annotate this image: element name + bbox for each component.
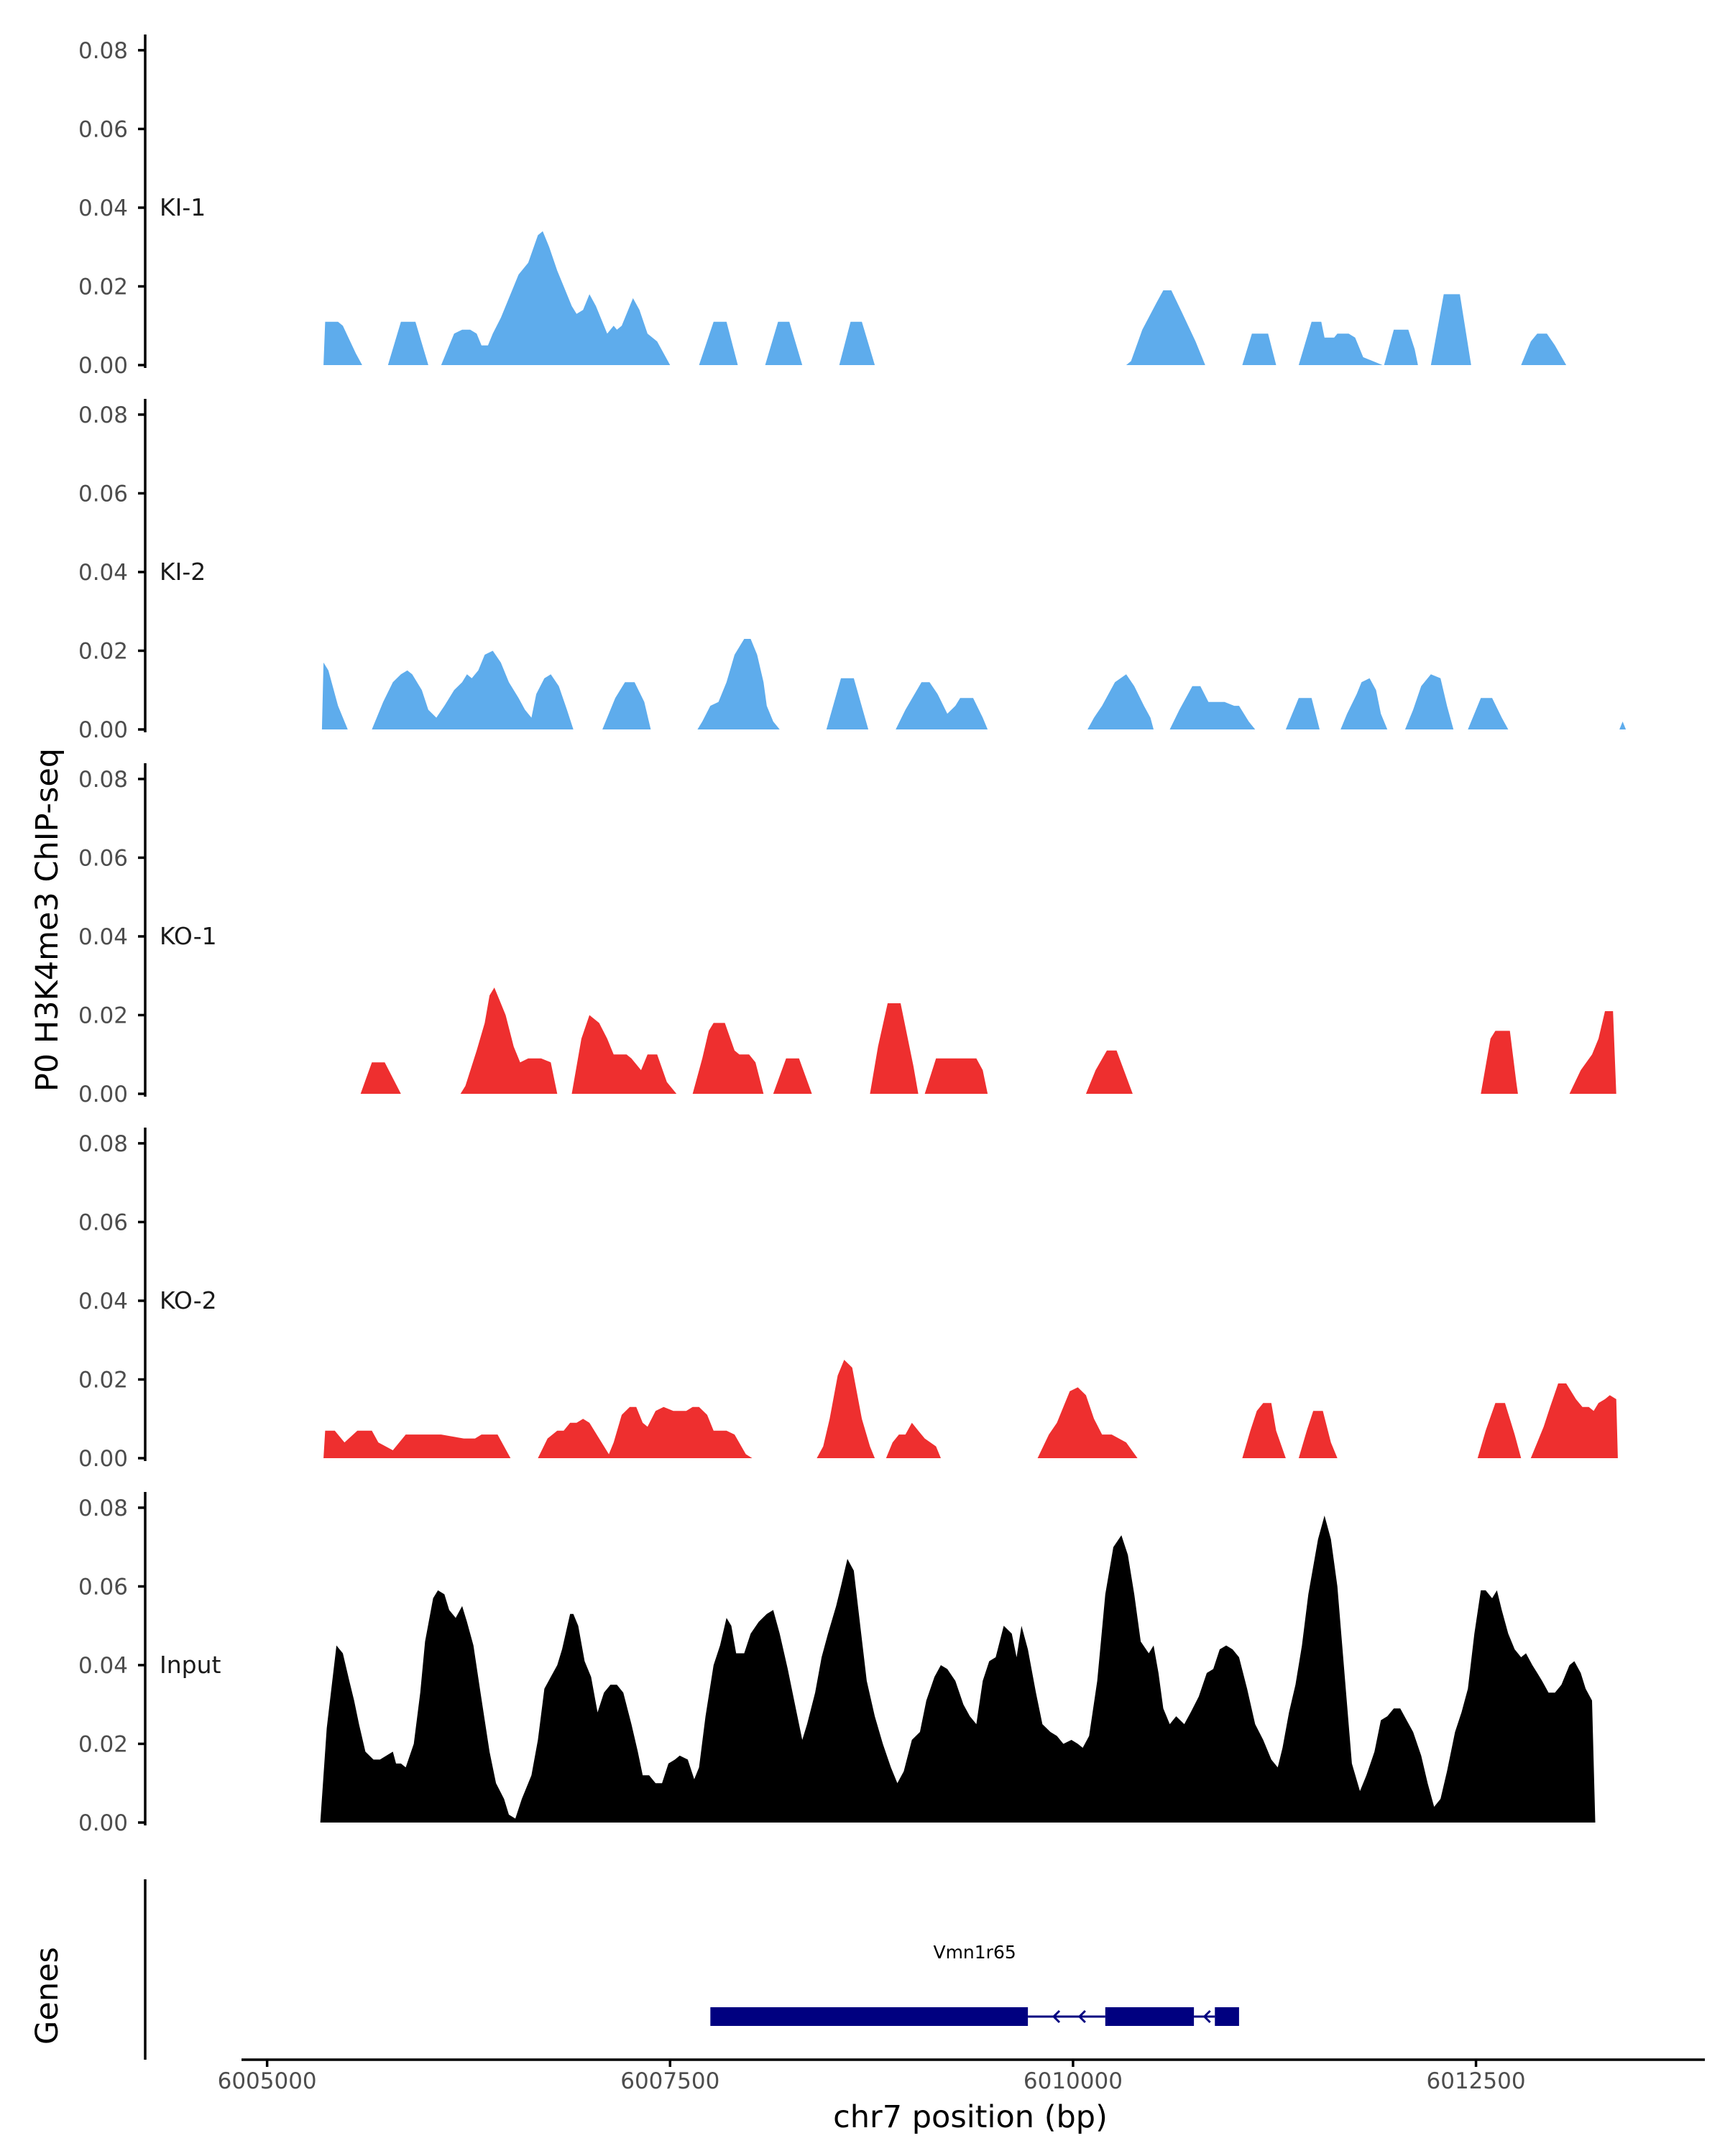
- x-tick-label: 6010000: [1024, 2068, 1123, 2094]
- track-ki-1: 0.00 0.02 0.04 0.06 0.08 KI-1: [78, 34, 1567, 379]
- y-tick-label: 0.08: [78, 1131, 128, 1157]
- coverage-area-input: [320, 1515, 1596, 1823]
- y-tick-label: 0.02: [78, 1003, 128, 1028]
- track-ko-2: 0.00 0.02 0.04 0.06 0.08 KO-2: [78, 1128, 1618, 1472]
- x-axis: 6005000 6007500 6010000 6012500: [218, 2058, 1705, 2094]
- track-label: Input: [160, 1651, 221, 1679]
- y-tick-label: 0.00: [78, 1082, 128, 1107]
- y-tick-label: 0.08: [78, 1496, 128, 1521]
- track-label: KO-2: [160, 1286, 217, 1314]
- gene-name-label: Vmn1r65: [933, 1942, 1016, 1963]
- track-label: KI-2: [160, 558, 206, 586]
- strand-arrow: [1052, 2009, 1061, 2024]
- gene-exon: [710, 2007, 1029, 2026]
- track-label: KI-1: [160, 193, 206, 221]
- y-tick-label: 0.08: [78, 767, 128, 793]
- x-tick-label: 6007500: [620, 2068, 719, 2094]
- strand-arrow: [1077, 2009, 1086, 2024]
- y-tick-label: 0.08: [78, 402, 128, 428]
- gene-panel: Vmn1r65: [144, 1879, 1239, 2060]
- y-tick-label: 0.06: [78, 845, 128, 871]
- y-axis-title: P0 H3K4me3 ChIP-seq: [29, 748, 65, 1092]
- y-tick-label: 0.04: [78, 924, 128, 950]
- y-tick-label: 0.06: [78, 1574, 128, 1600]
- y-tick-label: 0.00: [78, 717, 128, 743]
- coverage-area-ko-1: [360, 987, 1616, 1094]
- x-tick-label: 6012500: [1427, 2068, 1526, 2094]
- coverage-area-ki-2: [321, 639, 1627, 729]
- track-ki-2: 0.00 0.02 0.04 0.06 0.08 KI-2: [78, 399, 1627, 743]
- coverage-area-ko-2: [323, 1360, 1618, 1458]
- gene-exon: [1215, 2007, 1239, 2026]
- genes-axis-title: Genes: [29, 1947, 65, 2045]
- y-tick-label: 0.02: [78, 1367, 128, 1393]
- track-label: KO-1: [160, 922, 217, 950]
- gene-exon: [1105, 2007, 1195, 2026]
- y-tick-label: 0.00: [78, 1810, 128, 1836]
- y-tick-label: 0.00: [78, 1446, 128, 1472]
- y-tick-label: 0.06: [78, 1210, 128, 1235]
- y-tick-label: 0.06: [78, 116, 128, 142]
- track-ko-1: 0.00 0.02 0.04 0.06 0.08 KO-1: [78, 763, 1616, 1107]
- strand-arrow: [1202, 2009, 1211, 2024]
- y-tick-label: 0.02: [78, 1731, 128, 1757]
- y-tick-label: 0.04: [78, 1653, 128, 1679]
- y-tick-label: 0.02: [78, 274, 128, 300]
- track-input: 0.00 0.02 0.04 0.06 0.08 Input: [78, 1492, 1596, 1836]
- coverage-area-ki-1: [323, 231, 1567, 365]
- y-tick-label: 0.04: [78, 560, 128, 586]
- y-tick-label: 0.04: [78, 195, 128, 221]
- y-tick-label: 0.06: [78, 481, 128, 507]
- y-tick-label: 0.04: [78, 1289, 128, 1314]
- y-tick-label: 0.02: [78, 638, 128, 664]
- coverage-tracks: 0.00 0.02 0.04 0.06 0.08 KI-1 0.00 0.02 0.04 0.06…: [78, 34, 1627, 1836]
- y-tick-label: 0.08: [78, 38, 128, 64]
- y-tick-label: 0.00: [78, 353, 128, 379]
- x-tick-label: 6005000: [218, 2068, 317, 2094]
- x-axis-title: chr7 position (bp): [833, 2099, 1108, 2135]
